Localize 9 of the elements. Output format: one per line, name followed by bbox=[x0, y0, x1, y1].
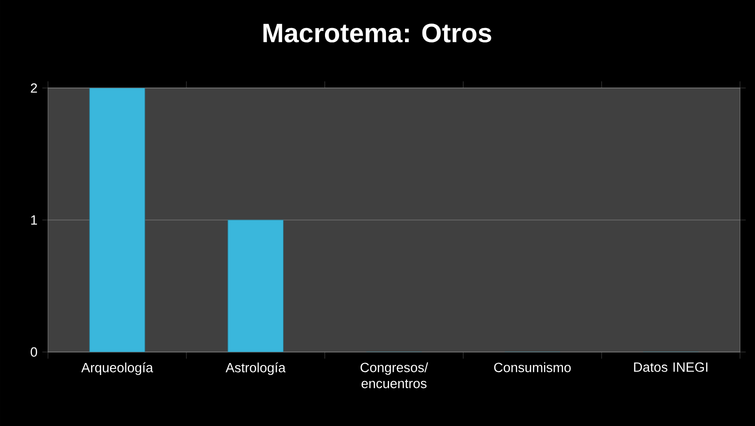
x-tick-label: Datos INEGI bbox=[634, 362, 708, 372]
x-tick-label: Arqueología bbox=[81, 362, 154, 375]
chart-title: Macrotema: Otros bbox=[263, 24, 492, 42]
x-tick-label: Consumismo bbox=[494, 362, 571, 372]
y-tick-label: 2 bbox=[30, 83, 37, 93]
x-tick-label: Congresos/ encuentros bbox=[360, 362, 428, 388]
y-tick-label: 1 bbox=[31, 215, 37, 225]
x-tick-label: Astrología bbox=[226, 362, 286, 375]
y-tick-label: 0 bbox=[30, 347, 38, 357]
